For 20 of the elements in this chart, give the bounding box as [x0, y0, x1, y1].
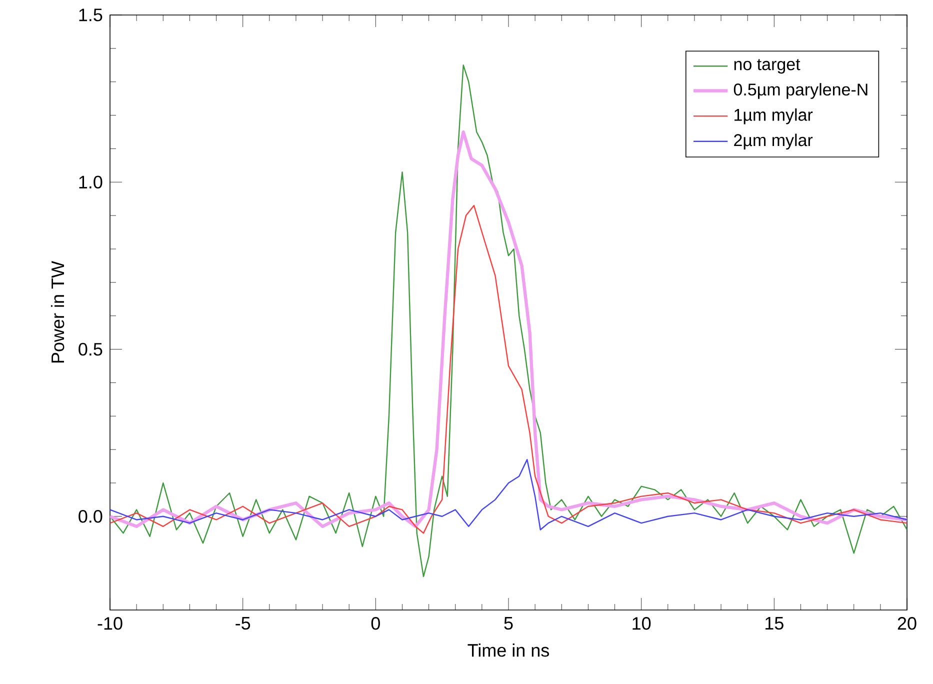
- x-tick-label: -10: [98, 617, 122, 630]
- y-tick-label: 1.0: [79, 176, 102, 189]
- y-tick-label: 0.5: [78, 342, 102, 356]
- x-tick-label: -5: [236, 617, 250, 630]
- x-tick-label: 15: [766, 617, 784, 630]
- y-axis-title: Power in TW: [50, 261, 64, 363]
- x-tick-label: 10: [632, 617, 651, 630]
- y-tick-label: 0.0: [78, 510, 102, 523]
- y-tick-label: 1.5: [79, 8, 102, 22]
- legend-label: 2µm mylar: [734, 134, 813, 150]
- line-series: [110, 204, 907, 534]
- legend-label: 0.5µm parylene-N: [734, 83, 868, 99]
- x-tick-label: 20: [898, 617, 916, 630]
- x-tick-label: 5: [504, 617, 513, 630]
- legend-label: no target: [734, 59, 800, 74]
- line-series: [110, 130, 907, 528]
- x-tick-label: 0: [371, 617, 380, 630]
- x-axis-title: Time in ns: [468, 644, 549, 657]
- legend-label: 1µm mylar: [734, 108, 813, 124]
- line-series: [110, 458, 907, 530]
